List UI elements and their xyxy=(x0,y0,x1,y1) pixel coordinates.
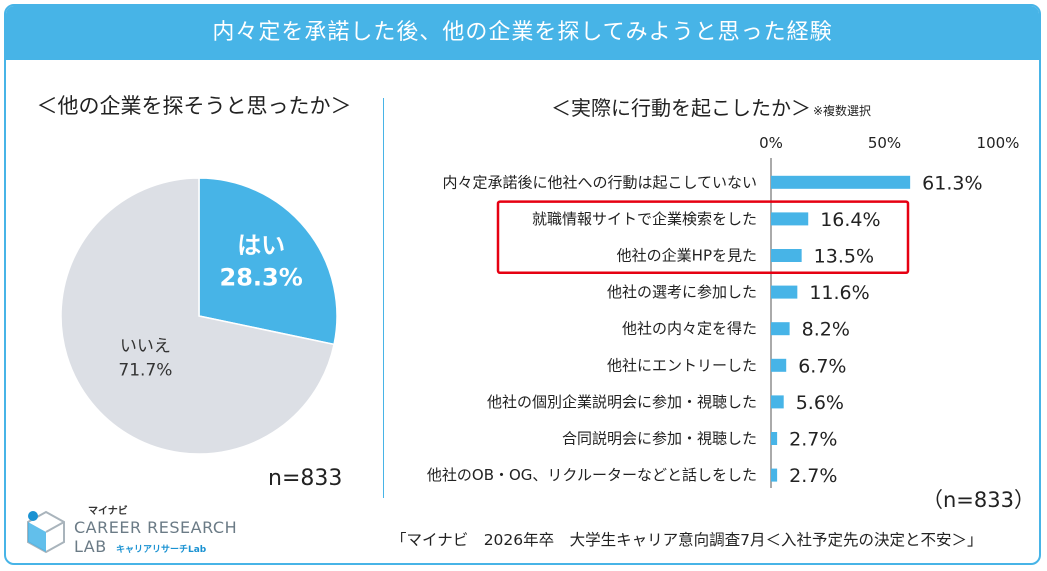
bar-3 xyxy=(771,285,798,299)
section-divider xyxy=(383,98,384,498)
logo-line1: CAREER RESEARCH xyxy=(74,518,238,537)
category-label-2: 他社の企業HPを見た xyxy=(617,247,757,265)
category-label-6: 他社の個別企業説明会に参加・視聴した xyxy=(487,393,757,411)
bar-value-label-6: 5.6% xyxy=(796,392,844,414)
x-tick-label-2: 100% xyxy=(977,134,1020,152)
bar-value-label-7: 2.7% xyxy=(789,429,837,451)
category-label-7: 合同説明会に参加・視聴した xyxy=(562,430,757,448)
category-label-0: 内々定承諾後に他社への行動は起こしていない xyxy=(442,173,757,191)
bar-chart-title-text: ＜実際に行動を起こしたか＞ xyxy=(551,96,811,120)
bar-value-label-0: 61.3% xyxy=(922,172,982,194)
pie-slice-1 xyxy=(60,177,335,455)
logo-cube-icon xyxy=(27,510,65,554)
bar-0 xyxy=(771,175,911,189)
bar-value-label-5: 6.7% xyxy=(798,355,846,377)
source-citation: 「マイナビ 2026年卒 大学生キャリア意向調査7月＜入社予定先の決定と不安＞」 xyxy=(391,531,983,549)
pie-slice-0 xyxy=(198,177,338,346)
bar-value-label-3: 11.6% xyxy=(809,282,869,304)
category-label-4: 他社の内々定を得た xyxy=(622,320,757,338)
pie-sample-size: n=833 xyxy=(268,466,343,491)
pie-value-label-1: 71.7% xyxy=(118,360,172,380)
bar-chart-title: ＜実際に行動を起こしたか＞ ※複数選択 xyxy=(551,92,871,121)
infographic-frame: 内々定を承諾した後、他の企業を探してみようと思った経験 ＜他の企業を探そうと思っ… xyxy=(4,4,1041,565)
category-label-1: 就職情報サイトで企業検索をした xyxy=(532,210,757,228)
category-label-8: 他社のOB・OG、リクルーターなどと話しをした xyxy=(427,466,757,484)
bar-value-label-1: 16.4% xyxy=(820,209,880,231)
bar-8 xyxy=(771,468,778,482)
category-label-5: 他社にエントリーした xyxy=(607,356,757,374)
x-tick-label-0: 0% xyxy=(759,134,783,152)
logo-top-text: マイナビ xyxy=(88,506,128,517)
bar-sample-size: （n=833） xyxy=(922,488,1035,512)
career-research-lab-logo: マイナビ CAREER RESEARCH LAB キャリアリサーチLab xyxy=(24,502,244,560)
pie-label-1: いいえ xyxy=(120,336,171,356)
bar-2 xyxy=(771,249,802,262)
bar-value-label-4: 8.2% xyxy=(802,319,850,341)
x-tick-label-1: 50% xyxy=(868,134,901,152)
logo-sub-text: キャリアリサーチLab xyxy=(116,545,207,555)
bar-chart-title-note: ※複数選択 xyxy=(813,104,872,118)
bar-chart: 0% 50% 100% 内々定承諾後に他社への行動は起こしていない 61.3% 就職情報サ… xyxy=(427,134,1020,488)
category-label-3: 他社の選考に参加した xyxy=(607,283,757,301)
pie-value-label-0: 28.3% xyxy=(220,264,303,292)
bar-value-label-8: 2.7% xyxy=(789,465,837,487)
bar-value-label-2: 13.5% xyxy=(814,246,874,268)
logo-line2: LAB xyxy=(74,537,107,556)
pie-label-0: はい xyxy=(237,232,285,260)
bar-6 xyxy=(771,395,784,409)
bar-4 xyxy=(771,322,790,336)
bar-1 xyxy=(771,212,809,226)
bar-7 xyxy=(771,432,778,445)
bar-5 xyxy=(771,358,787,372)
highlight-box xyxy=(496,200,910,275)
pie-chart: はい 28.3% いいえ 71.7% xyxy=(60,177,338,455)
banner-title: 内々定を承諾した後、他の企業を探してみようと思った経験 xyxy=(6,6,1039,60)
pie-chart-title: ＜他の企業を探そうと思ったか＞ xyxy=(36,94,352,118)
